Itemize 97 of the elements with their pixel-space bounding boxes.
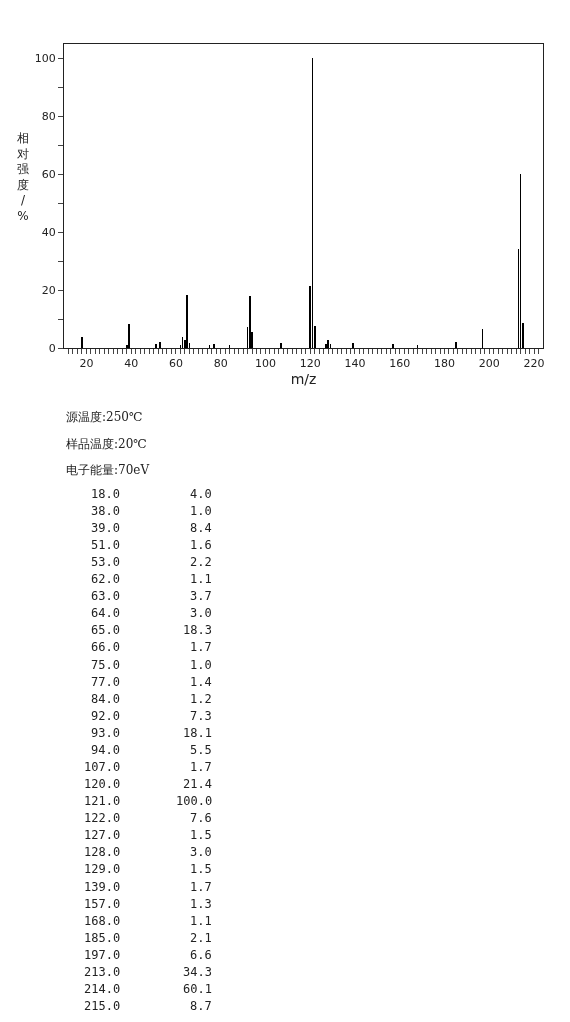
x-tick-label: 220 xyxy=(523,357,545,371)
text: 39.0 xyxy=(91,521,120,535)
text: 94.0 xyxy=(91,743,120,757)
text: 75.0 xyxy=(91,658,120,672)
text: 129.0 xyxy=(84,862,121,876)
text: 120.0 xyxy=(84,777,121,791)
text: 168.0 xyxy=(84,914,121,928)
text: 2.1 xyxy=(190,931,212,945)
text: 1.5 xyxy=(190,862,212,876)
x-tick-label: 180 xyxy=(434,357,456,371)
text: 185.0 xyxy=(84,931,121,945)
text: 1.2 xyxy=(190,692,212,706)
y-axis-title: 相对强度/% xyxy=(17,131,29,223)
bar xyxy=(159,342,161,348)
bar xyxy=(128,324,130,348)
y-tick-label: 0 xyxy=(48,342,56,356)
x-axis-title: m/z xyxy=(290,370,317,387)
text: 7.6 xyxy=(190,811,212,825)
text: 2.2 xyxy=(190,555,212,569)
x-tick-label: 40 xyxy=(124,357,139,371)
text: 139.0 xyxy=(84,880,121,894)
text: 1.5 xyxy=(190,828,212,842)
text: 128.0 xyxy=(84,845,121,859)
text: 1.1 xyxy=(190,572,212,586)
text: 84.0 xyxy=(91,692,120,706)
text: 122.0 xyxy=(84,811,121,825)
text: 18.3 xyxy=(183,623,212,637)
x-tick-label: 160 xyxy=(389,357,411,371)
text: 93.0 xyxy=(91,726,120,740)
text: 1.0 xyxy=(190,658,212,672)
x-tick-label: 100 xyxy=(254,357,276,371)
text: 4.0 xyxy=(190,487,212,501)
text: 157.0 xyxy=(84,897,121,911)
text: 8.4 xyxy=(190,521,212,535)
text: 63.0 xyxy=(91,589,120,603)
x-tick-label: 20 xyxy=(79,357,94,371)
text: 100.0 xyxy=(176,794,213,808)
y-tick-label: 40 xyxy=(41,226,56,240)
text: 样品温度:20℃ xyxy=(66,437,147,451)
text: 197.0 xyxy=(84,948,121,962)
text: 66.0 xyxy=(91,640,120,654)
bar xyxy=(213,344,215,348)
bar xyxy=(249,296,251,348)
text: 1.4 xyxy=(190,675,212,689)
text: 1.3 xyxy=(190,897,212,911)
text: 6.6 xyxy=(190,948,212,962)
text: 64.0 xyxy=(91,606,120,620)
text: 121.0 xyxy=(84,794,121,808)
x-tick-label: 140 xyxy=(344,357,366,371)
text: 3.0 xyxy=(190,606,212,620)
x-tick-label: 200 xyxy=(478,357,500,371)
text: 21.4 xyxy=(183,777,212,791)
text: 7.3 xyxy=(190,709,212,723)
text: 1.7 xyxy=(190,760,212,774)
y-tick-label: 80 xyxy=(41,110,56,124)
text: 65.0 xyxy=(91,623,120,637)
text: 1.0 xyxy=(190,504,212,518)
bar xyxy=(392,344,394,348)
bar xyxy=(327,340,329,348)
text: 213.0 xyxy=(84,965,121,979)
text: 1.7 xyxy=(190,880,212,894)
text: 5.5 xyxy=(190,743,212,757)
bar xyxy=(455,342,457,348)
text: 77.0 xyxy=(91,675,120,689)
text: 127.0 xyxy=(84,828,121,842)
text: 18.1 xyxy=(183,726,212,740)
text: 215.0 xyxy=(84,999,121,1013)
text: 源温度:250℃ xyxy=(66,410,143,424)
text: 214.0 xyxy=(84,982,121,996)
x-tick-label: 60 xyxy=(168,357,183,371)
text: 38.0 xyxy=(91,504,120,518)
text: 1.7 xyxy=(190,640,212,654)
text: 62.0 xyxy=(91,572,120,586)
text: 1.6 xyxy=(190,538,212,552)
y-tick-label: 20 xyxy=(41,284,56,298)
text: 3.0 xyxy=(190,845,212,859)
text: 8.7 xyxy=(190,999,212,1013)
bar xyxy=(81,337,83,348)
text: 电子能量:70eV xyxy=(66,463,150,477)
text: 18.0 xyxy=(91,487,120,501)
text: 51.0 xyxy=(91,538,120,552)
bar xyxy=(155,344,157,348)
x-tick-label: 120 xyxy=(299,357,321,371)
text: 107.0 xyxy=(84,760,121,774)
bar xyxy=(186,295,188,348)
text: 3.7 xyxy=(190,589,212,603)
y-tick-label: 100 xyxy=(34,52,56,66)
text: 34.3 xyxy=(183,965,212,979)
text: 92.0 xyxy=(91,709,120,723)
text: 60.1 xyxy=(183,982,212,996)
text: 1.1 xyxy=(190,914,212,928)
bar xyxy=(280,343,282,348)
text: 53.0 xyxy=(91,555,120,569)
bar xyxy=(325,344,327,348)
bar xyxy=(352,343,354,348)
y-tick-label: 60 xyxy=(41,168,56,182)
x-tick-label: 80 xyxy=(213,357,228,371)
